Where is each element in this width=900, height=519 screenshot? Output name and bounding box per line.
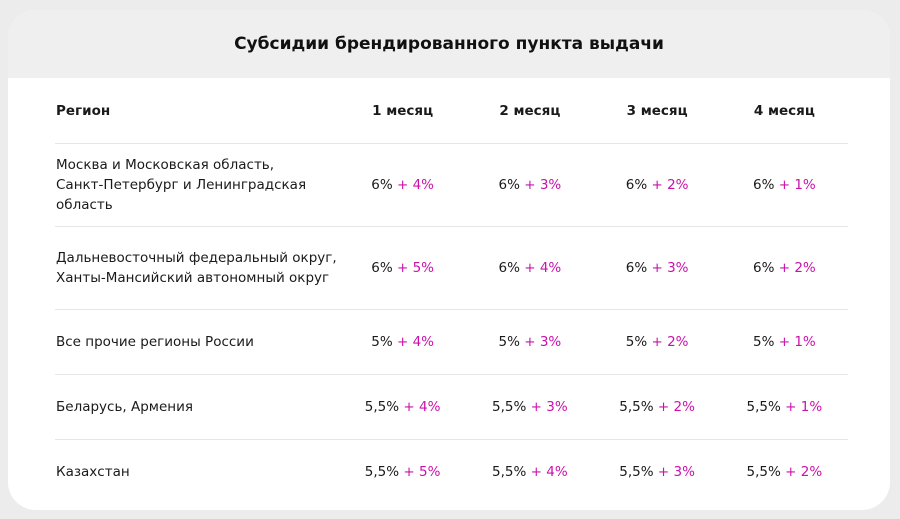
region-line: Москва и Московская область, <box>56 157 275 173</box>
bonus-rate: + 3% <box>651 260 689 276</box>
column-header: 2 месяц <box>466 78 594 144</box>
bonus-rate: + 5% <box>403 464 441 480</box>
subsidy-cell: 5,5% + 4% <box>339 374 467 440</box>
table-row: Москва и Московская область, Санкт-Петерб… <box>55 143 848 227</box>
region-cell: Дальневосточный федеральный округ, Ханты-… <box>55 226 339 310</box>
base-rate: 5% <box>753 334 775 350</box>
subsidy-cell: 5% + 4% <box>339 309 467 375</box>
region-line: Ханты-Мансийский автономный округ <box>56 270 330 286</box>
card: Субсидии брендированного пункта выдачи Р… <box>8 10 890 510</box>
subsidy-cell: 5,5% + 3% <box>466 374 594 440</box>
base-rate: 5% <box>371 334 393 350</box>
base-rate: 5,5% <box>492 464 527 480</box>
bonus-rate: + 4% <box>530 464 568 480</box>
subsidy-cell: 5,5% + 4% <box>466 440 593 505</box>
bonus-rate: + 4% <box>524 260 562 276</box>
table-body: Москва и Московская область, Санкт-Петерб… <box>55 143 848 505</box>
header-row: Регион 1 месяц 2 месяц 3 месяц 4 месяц <box>55 78 848 144</box>
base-rate: 5,5% <box>746 464 781 480</box>
base-rate: 5,5% <box>746 399 781 415</box>
subsidy-cell: 5,5% + 2% <box>721 440 848 505</box>
subsidy-cell: 5,5% + 3% <box>594 440 721 505</box>
bonus-rate: + 3% <box>524 334 562 350</box>
subsidy-cell: 5% + 2% <box>593 309 721 375</box>
base-rate: 5,5% <box>619 464 654 480</box>
bonus-rate: + 2% <box>785 464 823 480</box>
base-rate: 6% <box>498 177 520 193</box>
bonus-rate: + 1% <box>785 399 823 415</box>
region-cell: Москва и Московская область, Санкт-Петерб… <box>55 143 339 227</box>
region-cell: Все прочие регионы России <box>55 309 339 375</box>
title: Субсидии брендированного пункта выдачи <box>8 10 890 78</box>
region-line: Санкт-Петербург и Ленинградская область <box>56 177 307 213</box>
bonus-rate: + 3% <box>524 177 562 193</box>
base-rate: 6% <box>498 260 520 276</box>
column-header: 3 месяц <box>593 78 721 144</box>
subsidy-cell: 5% + 1% <box>720 309 848 375</box>
base-rate: 5,5% <box>619 399 654 415</box>
subsidy-cell: 6% + 2% <box>593 143 721 227</box>
subsidy-cell: 6% + 1% <box>720 143 848 227</box>
subsidy-cell: 6% + 3% <box>466 143 594 227</box>
base-rate: 6% <box>371 177 393 193</box>
subsidy-cell: 5,5% + 1% <box>720 374 848 440</box>
base-rate: 6% <box>625 177 648 193</box>
column-header: 4 месяц <box>720 78 848 144</box>
subsidy-cell: 5% + 3% <box>466 309 594 375</box>
region-line: Все прочие регионы России <box>56 334 254 350</box>
base-rate: 5,5% <box>364 464 400 480</box>
bonus-rate: + 3% <box>657 464 695 480</box>
bonus-rate: + 2% <box>778 260 816 276</box>
subsidy-cell: 6% + 3% <box>593 226 721 310</box>
base-rate: 5% <box>625 334 648 350</box>
bonus-rate: + 3% <box>530 399 568 415</box>
region-cell: Беларусь, Армения <box>55 374 339 440</box>
region-cell: Казахстан <box>55 440 339 505</box>
table-row: Все прочие регионы России 5% + 4% 5% + 3% 5… <box>55 309 848 375</box>
bonus-rate: + 2% <box>651 177 689 193</box>
subsidy-cell: 6% + 4% <box>466 226 594 310</box>
bonus-rate: + 5% <box>396 260 434 276</box>
table-row: Беларусь, Армения 5,5% + 4% 5,5% + 3% 5,5% … <box>55 374 848 440</box>
base-rate: 6% <box>753 177 775 193</box>
base-rate: 5% <box>498 334 520 350</box>
subsidy-cell: 6% + 2% <box>720 226 848 310</box>
bonus-rate: + 2% <box>657 399 695 415</box>
region-line: Дальневосточный федеральный округ, <box>56 250 337 266</box>
base-rate: 6% <box>753 260 775 276</box>
base-rate: 6% <box>371 260 393 276</box>
column-header: Регион <box>55 78 339 144</box>
subsidy-cell: 5,5% + 2% <box>593 374 721 440</box>
subsidy-cell: 5,5% + 5% <box>339 440 466 505</box>
bonus-rate: + 4% <box>403 399 441 415</box>
subsidy-table: Регион 1 месяц 2 месяц 3 месяц 4 месяц Москв… <box>55 78 848 504</box>
bonus-rate: + 4% <box>396 177 434 193</box>
subsidy-cell: 6% + 5% <box>339 226 467 310</box>
bonus-rate: + 1% <box>778 334 816 350</box>
region-line: Беларусь, Армения <box>56 399 194 415</box>
bonus-rate: + 2% <box>651 334 689 350</box>
bonus-rate: + 4% <box>396 334 434 350</box>
base-rate: 5,5% <box>492 399 527 415</box>
base-rate: 5,5% <box>364 399 400 415</box>
column-header: 1 месяц <box>339 78 467 144</box>
subsidy-cell: 6% + 4% <box>339 143 467 227</box>
bonus-rate: + 1% <box>778 177 816 193</box>
table-row: Казахстан 5,5% + 5% 5,5% + 4% 5,5% + 3% 5,5%… <box>55 440 848 505</box>
region-line: Казахстан <box>56 464 130 480</box>
table-row: Дальневосточный федеральный округ, Ханты-… <box>55 226 848 310</box>
base-rate: 6% <box>625 260 648 276</box>
